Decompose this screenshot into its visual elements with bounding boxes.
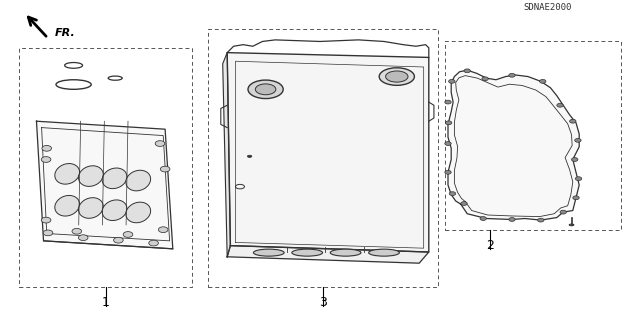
Ellipse shape [126,170,150,191]
Ellipse shape [253,249,284,256]
Ellipse shape [480,217,486,220]
Ellipse shape [330,249,361,256]
Ellipse shape [292,249,323,256]
Ellipse shape [575,138,581,142]
Ellipse shape [449,192,456,196]
Ellipse shape [41,217,51,223]
Ellipse shape [42,145,51,151]
Ellipse shape [570,119,576,123]
Polygon shape [227,246,429,263]
Ellipse shape [102,200,127,220]
Ellipse shape [482,77,488,81]
Ellipse shape [148,240,159,246]
Ellipse shape [369,249,399,256]
Ellipse shape [155,141,165,146]
Ellipse shape [160,166,170,172]
Ellipse shape [509,73,515,77]
Ellipse shape [575,177,582,181]
Ellipse shape [72,228,82,234]
Ellipse shape [557,103,563,107]
Ellipse shape [379,68,415,85]
Polygon shape [227,53,429,252]
Polygon shape [448,70,579,220]
Ellipse shape [55,196,79,216]
Ellipse shape [445,100,451,104]
Ellipse shape [123,232,133,237]
Ellipse shape [573,196,579,200]
Ellipse shape [102,168,127,189]
Bar [208,29,438,287]
Ellipse shape [158,227,168,233]
Ellipse shape [79,198,103,218]
Text: 3: 3 [319,296,327,309]
Ellipse shape [449,79,455,83]
Ellipse shape [248,80,283,99]
Polygon shape [223,53,230,257]
Ellipse shape [445,170,451,174]
Text: SDNAE2000: SDNAE2000 [523,4,572,12]
Ellipse shape [79,166,103,186]
Ellipse shape [509,218,515,221]
Ellipse shape [126,202,150,223]
Ellipse shape [255,84,276,95]
Ellipse shape [114,237,123,243]
Bar [19,48,192,287]
Ellipse shape [445,121,452,125]
Ellipse shape [44,230,52,236]
Text: 2: 2 [486,239,493,252]
Text: FR.: FR. [54,28,75,39]
Ellipse shape [540,79,546,83]
Ellipse shape [79,235,88,241]
Ellipse shape [55,164,79,184]
Ellipse shape [560,210,566,214]
Ellipse shape [445,142,451,145]
Ellipse shape [572,158,578,161]
Ellipse shape [538,218,544,222]
Ellipse shape [464,69,470,73]
Ellipse shape [248,155,252,158]
Polygon shape [36,121,173,249]
Bar [445,41,621,230]
Ellipse shape [41,157,51,162]
Text: 1: 1 [102,296,109,309]
Ellipse shape [461,202,467,205]
Ellipse shape [385,71,408,82]
